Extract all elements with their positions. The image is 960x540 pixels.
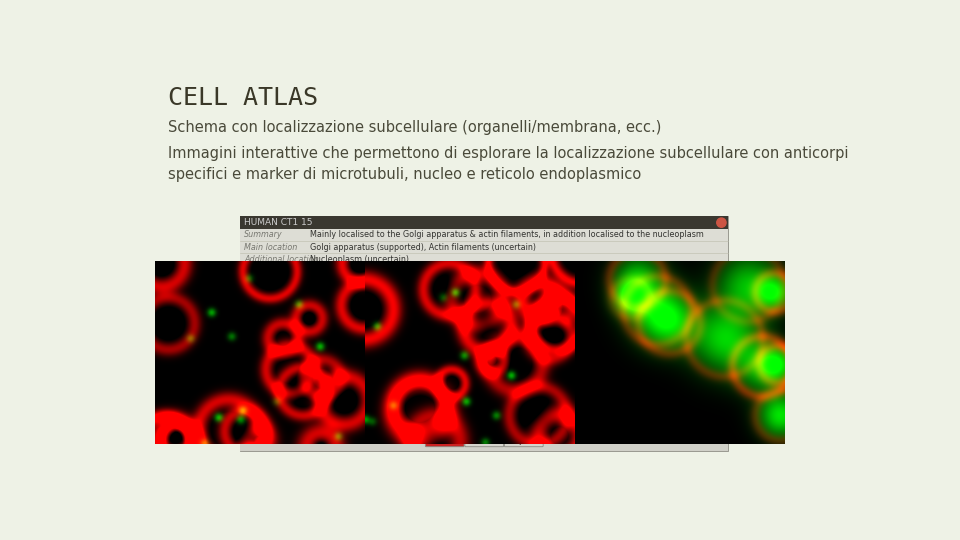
FancyBboxPatch shape <box>243 414 281 432</box>
Text: HPA066113: Hep G2: HPA066113: Hep G2 <box>612 412 683 418</box>
Text: Intensity: Intensity <box>509 428 539 434</box>
FancyBboxPatch shape <box>504 437 543 447</box>
Bar <box>240 229 729 266</box>
Text: Nucleus: Nucleus <box>470 428 498 434</box>
Text: HUMAN CT1 15: HUMAN CT1 15 <box>244 218 313 227</box>
Text: LR: LR <box>480 438 489 445</box>
FancyBboxPatch shape <box>425 437 464 447</box>
Text: 1: 1 <box>315 388 327 407</box>
Text: HPA066113: CACO-2: HPA066113: CACO-2 <box>448 412 520 418</box>
Text: Compare
selected: Compare selected <box>246 416 277 430</box>
Circle shape <box>717 218 726 227</box>
Bar <box>240 407 729 451</box>
Text: Schema con localizzazione subcellulare (organelli/membrana, ecc.): Schema con localizzazione subcellulare (… <box>168 120 661 135</box>
Text: HPA066113: CACO-2: HPA066113: CACO-2 <box>285 412 357 418</box>
Text: Antibody: Antibody <box>429 428 460 434</box>
Text: Nucleoplasm (uncertain): Nucleoplasm (uncertain) <box>310 255 409 264</box>
FancyBboxPatch shape <box>465 426 504 436</box>
Text: CELL ATLAS: CELL ATLAS <box>168 86 318 110</box>
FancyBboxPatch shape <box>465 437 504 447</box>
Text: Main location: Main location <box>244 243 298 252</box>
Text: Mainly localised to the Golgi apparatus & actin filaments, in addition localised: Mainly localised to the Golgi apparatus … <box>310 231 704 239</box>
Text: Golgi apparatus (supported), Actin filaments (uncertain): Golgi apparatus (supported), Actin filam… <box>310 243 536 252</box>
Bar <box>240 217 729 229</box>
Text: toggle channels: toggle channels <box>454 420 515 429</box>
Text: Microtubules: Microtubules <box>422 438 468 445</box>
FancyBboxPatch shape <box>425 426 464 436</box>
Text: Summary: Summary <box>244 231 282 239</box>
Text: Immagini interattive che permettono di esplorare la localizzazione subcellulare : Immagini interattive che permettono di e… <box>168 146 849 181</box>
Text: 2: 2 <box>478 388 491 407</box>
Text: 3: 3 <box>640 388 653 407</box>
Bar <box>240 217 729 451</box>
FancyBboxPatch shape <box>504 426 543 436</box>
Text: Additional location: Additional location <box>244 255 319 264</box>
Text: Objects: Objects <box>511 438 537 445</box>
